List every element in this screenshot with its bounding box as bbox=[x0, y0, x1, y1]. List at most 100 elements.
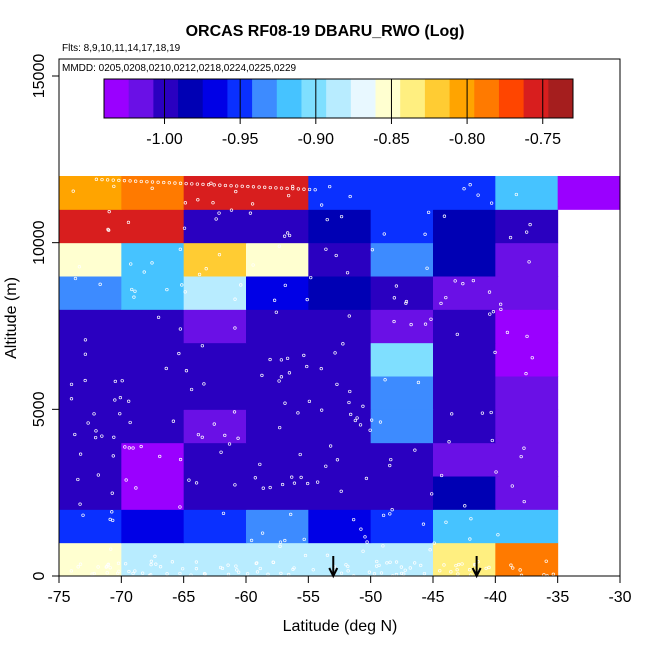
sample-point bbox=[296, 187, 301, 191]
heatmap-cell bbox=[121, 276, 185, 310]
sample-point bbox=[133, 289, 137, 293]
sample-point bbox=[81, 513, 85, 517]
sample-point bbox=[298, 452, 302, 457]
sample-point bbox=[429, 317, 433, 321]
sample-point bbox=[305, 364, 309, 369]
sample-point bbox=[365, 540, 369, 544]
sample-point bbox=[423, 232, 427, 236]
sample-point bbox=[127, 399, 131, 403]
mmdd-annotation: MMDD: 0205,0208,0210,0212,0218,0224,0225… bbox=[62, 63, 297, 74]
sample-point bbox=[109, 547, 113, 551]
heatmap-cell bbox=[59, 442, 122, 477]
sample-point bbox=[287, 233, 292, 238]
sample-point bbox=[73, 432, 77, 437]
sample-point bbox=[402, 572, 406, 576]
sample-point bbox=[509, 563, 513, 567]
sample-point bbox=[285, 186, 289, 191]
sample-point bbox=[202, 382, 206, 386]
sample-point bbox=[369, 418, 374, 422]
heatmap-cell bbox=[370, 442, 434, 477]
sample-point bbox=[196, 198, 200, 202]
sample-point bbox=[122, 179, 127, 183]
sample-point bbox=[131, 446, 135, 450]
sample-point bbox=[290, 475, 294, 479]
heatmap-cell bbox=[433, 309, 496, 344]
sample-point bbox=[422, 571, 427, 576]
heatmap-cell bbox=[495, 209, 559, 244]
sample-point bbox=[249, 538, 254, 543]
sample-point bbox=[140, 571, 145, 575]
colorbar-segment bbox=[301, 79, 327, 118]
sample-point bbox=[78, 502, 82, 506]
sample-point bbox=[522, 446, 526, 450]
sample-point bbox=[400, 571, 404, 575]
sample-point bbox=[346, 564, 350, 569]
x-tick-label: -75 bbox=[47, 589, 70, 606]
sample-point bbox=[260, 531, 265, 535]
sample-point bbox=[149, 559, 154, 563]
sample-point bbox=[461, 282, 465, 286]
sample-point bbox=[194, 481, 199, 485]
sample-point bbox=[278, 425, 282, 430]
sample-point bbox=[527, 260, 531, 264]
colorbar-segment bbox=[104, 79, 130, 118]
sample-point bbox=[432, 541, 436, 545]
heatmap-cell bbox=[183, 509, 247, 544]
sample-point bbox=[189, 387, 194, 392]
heatmap-cell bbox=[59, 176, 122, 210]
sample-point bbox=[260, 373, 264, 378]
heatmap-cell bbox=[433, 342, 496, 377]
sample-point bbox=[467, 568, 472, 572]
sample-point bbox=[255, 570, 260, 574]
sample-point bbox=[462, 187, 466, 191]
heatmap-cell bbox=[433, 476, 496, 510]
heatmap-cell bbox=[495, 509, 559, 544]
sample-point bbox=[98, 282, 102, 286]
sample-point bbox=[463, 504, 467, 508]
x-tick-label: -50 bbox=[359, 589, 382, 606]
heatmap-cells bbox=[59, 176, 620, 577]
sample-point bbox=[268, 485, 272, 490]
sample-point bbox=[364, 476, 369, 481]
chart-title: ORCAS RF08-19 DBARU_RWO (Log) bbox=[186, 23, 465, 40]
heatmap-cell bbox=[183, 309, 247, 344]
sample-point bbox=[347, 400, 351, 405]
x-tick-label: -40 bbox=[484, 589, 507, 606]
sample-point bbox=[280, 482, 285, 487]
sample-point bbox=[444, 295, 448, 300]
colorbar-segment bbox=[153, 79, 179, 118]
sample-point bbox=[78, 562, 83, 566]
sample-point bbox=[505, 330, 510, 335]
heatmap-cell bbox=[308, 276, 372, 310]
heatmap-cell bbox=[495, 542, 559, 577]
sample-point bbox=[105, 571, 109, 575]
sample-point bbox=[69, 569, 73, 573]
sample-point bbox=[403, 568, 407, 572]
sample-point bbox=[274, 310, 278, 314]
sample-point bbox=[105, 178, 110, 182]
sample-point bbox=[106, 227, 110, 232]
sample-point bbox=[180, 283, 184, 287]
sample-point bbox=[218, 565, 223, 570]
heatmap-cell bbox=[370, 242, 434, 277]
x-tick-label: -45 bbox=[421, 589, 444, 606]
sample-point bbox=[291, 187, 295, 191]
sample-point bbox=[71, 189, 75, 193]
sample-point bbox=[233, 297, 237, 301]
sample-point bbox=[377, 563, 381, 568]
sample-point bbox=[212, 422, 216, 426]
sample-point bbox=[240, 184, 244, 188]
heatmap-cell bbox=[495, 409, 559, 444]
sample-point bbox=[319, 203, 324, 207]
sample-point bbox=[514, 192, 519, 197]
sample-point bbox=[522, 499, 526, 504]
heatmap-cell bbox=[183, 276, 247, 310]
sample-point bbox=[335, 382, 339, 386]
sample-point bbox=[202, 572, 207, 576]
sample-point bbox=[394, 560, 399, 564]
sample-point bbox=[100, 177, 104, 182]
sample-point bbox=[460, 562, 464, 566]
colorbar-segment bbox=[178, 79, 204, 118]
sample-point bbox=[195, 182, 200, 186]
colorbar-tick-label: -0.95 bbox=[222, 131, 259, 148]
